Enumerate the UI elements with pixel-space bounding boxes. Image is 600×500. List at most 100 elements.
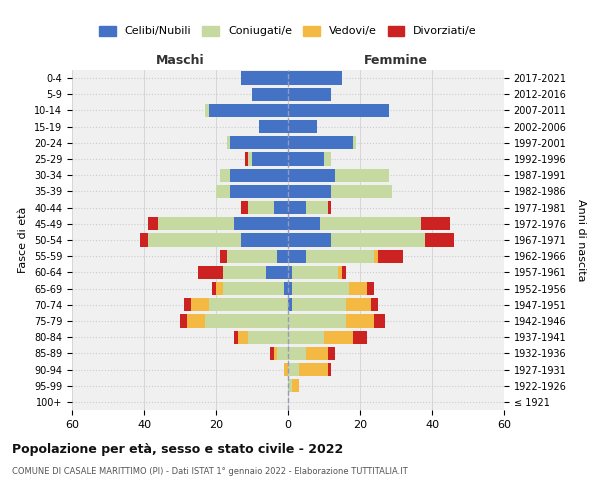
Bar	[284, 282, 288, 295]
Text: COMUNE DI CASALE MARITTIMO (PI) - Dati ISTAT 1° gennaio 2022 - Elaborazione TUTT: COMUNE DI CASALE MARITTIMO (PI) - Dati I…	[12, 468, 408, 476]
Bar	[238, 330, 248, 344]
Bar	[288, 379, 292, 392]
Bar	[288, 217, 320, 230]
Bar	[324, 330, 353, 344]
Bar	[187, 314, 205, 328]
Bar	[292, 298, 346, 312]
Bar	[230, 136, 288, 149]
Bar	[288, 298, 292, 312]
Bar	[342, 266, 346, 279]
Bar	[148, 217, 158, 230]
Bar	[288, 330, 324, 344]
Bar	[227, 250, 277, 263]
Bar	[288, 250, 306, 263]
Bar	[274, 201, 288, 214]
Bar	[288, 136, 353, 149]
Bar	[421, 217, 450, 230]
Bar	[223, 282, 284, 295]
Bar	[288, 363, 299, 376]
Bar	[299, 363, 328, 376]
Bar	[349, 282, 367, 295]
Bar	[259, 120, 288, 134]
Bar	[288, 266, 292, 279]
Bar	[245, 152, 248, 166]
Bar	[277, 346, 288, 360]
Y-axis label: Fasce di età: Fasce di età	[19, 207, 28, 273]
Bar	[367, 282, 374, 295]
Bar	[335, 168, 389, 182]
Bar	[331, 234, 425, 246]
Bar	[353, 330, 367, 344]
Bar	[180, 314, 187, 328]
Bar	[209, 298, 288, 312]
Bar	[292, 282, 349, 295]
Bar	[374, 314, 385, 328]
Bar	[234, 330, 238, 344]
Bar	[288, 104, 389, 117]
Bar	[288, 185, 331, 198]
Text: Maschi: Maschi	[155, 54, 205, 67]
Bar	[288, 152, 324, 166]
Bar	[378, 250, 403, 263]
Bar	[248, 330, 288, 344]
Bar	[328, 201, 331, 214]
Bar	[371, 298, 378, 312]
Bar	[288, 120, 317, 134]
Bar	[328, 346, 335, 360]
Bar	[425, 234, 454, 246]
Bar	[230, 168, 288, 182]
Bar	[270, 346, 274, 360]
Legend: Celibi/Nubili, Coniugati/e, Vedovi/e, Divorziati/e: Celibi/Nubili, Coniugati/e, Vedovi/e, Di…	[95, 21, 481, 41]
Bar	[277, 250, 288, 263]
Bar	[288, 234, 331, 246]
Bar	[324, 152, 331, 166]
Bar	[292, 266, 338, 279]
Bar	[223, 266, 266, 279]
Bar	[288, 346, 306, 360]
Bar	[346, 314, 374, 328]
Bar	[374, 250, 378, 263]
Bar	[328, 363, 331, 376]
Bar	[266, 266, 288, 279]
Bar	[212, 282, 216, 295]
Bar	[227, 136, 230, 149]
Bar	[198, 266, 223, 279]
Bar	[140, 234, 148, 246]
Bar	[292, 379, 299, 392]
Bar	[220, 168, 230, 182]
Bar	[288, 201, 306, 214]
Bar	[148, 234, 241, 246]
Text: Femmine: Femmine	[364, 54, 428, 67]
Bar	[288, 168, 335, 182]
Bar	[288, 314, 346, 328]
Bar	[209, 104, 288, 117]
Bar	[331, 185, 392, 198]
Bar	[306, 346, 328, 360]
Bar	[288, 72, 342, 85]
Bar	[220, 250, 227, 263]
Bar	[205, 104, 209, 117]
Bar	[234, 217, 288, 230]
Bar	[184, 298, 191, 312]
Bar	[288, 88, 331, 101]
Bar	[252, 88, 288, 101]
Y-axis label: Anni di nascita: Anni di nascita	[576, 198, 586, 281]
Bar	[346, 298, 371, 312]
Bar	[248, 201, 274, 214]
Bar	[248, 152, 252, 166]
Bar	[284, 363, 288, 376]
Bar	[353, 136, 356, 149]
Bar	[306, 201, 328, 214]
Bar	[216, 185, 230, 198]
Bar	[288, 282, 292, 295]
Bar	[205, 314, 288, 328]
Bar	[158, 217, 234, 230]
Bar	[241, 234, 288, 246]
Bar	[306, 250, 374, 263]
Bar	[252, 152, 288, 166]
Text: Popolazione per età, sesso e stato civile - 2022: Popolazione per età, sesso e stato civil…	[12, 442, 343, 456]
Bar	[216, 282, 223, 295]
Bar	[241, 201, 248, 214]
Bar	[191, 298, 209, 312]
Bar	[338, 266, 342, 279]
